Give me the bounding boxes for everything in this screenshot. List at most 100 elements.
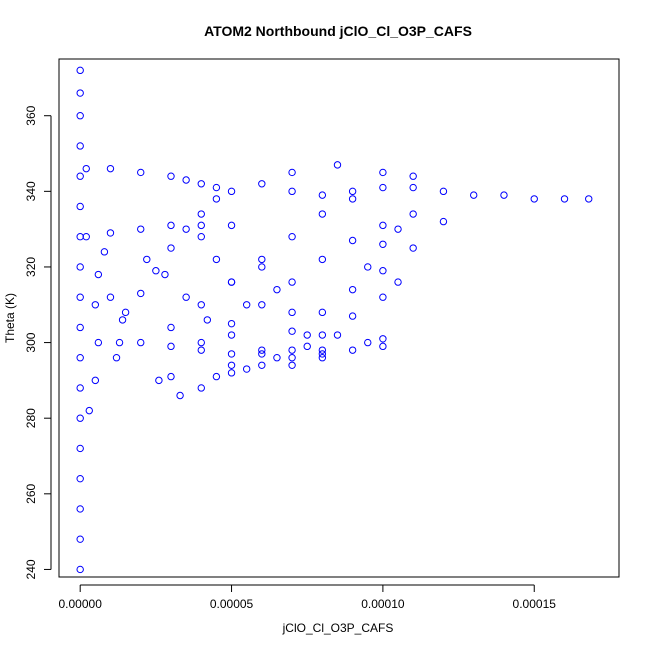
data-point	[258, 361, 266, 369]
data-point	[258, 263, 266, 271]
data-point	[439, 187, 448, 196]
data-point	[182, 293, 190, 301]
data-point	[273, 354, 281, 362]
data-point	[318, 308, 327, 317]
data-point	[303, 342, 311, 351]
data-point	[379, 335, 387, 343]
data-point	[203, 316, 212, 324]
data-point	[227, 278, 236, 286]
data-point	[212, 195, 221, 203]
data-point	[242, 301, 251, 309]
data-point	[167, 372, 175, 381]
data-point	[227, 350, 236, 358]
data-point	[197, 338, 205, 347]
y-axis-label: Theta (K)	[3, 293, 17, 343]
data-point	[76, 66, 84, 75]
data-point	[227, 319, 236, 328]
x-axis-label: jClO_Cl_O3P_CAFS	[282, 621, 394, 635]
data-point	[106, 164, 115, 173]
y-tick-label: 280	[24, 408, 38, 428]
data-point	[318, 350, 327, 358]
data-point	[258, 346, 266, 354]
y-tick-label: 340	[24, 181, 38, 201]
data-point	[348, 285, 357, 294]
data-point	[348, 236, 357, 245]
data-point	[288, 168, 296, 177]
data-point	[76, 112, 84, 120]
y-tick-label: 240	[24, 559, 38, 579]
data-point	[409, 210, 417, 218]
data-point	[318, 354, 327, 362]
data-point	[288, 361, 296, 369]
data-point	[288, 327, 296, 335]
data-point	[227, 221, 236, 230]
data-point	[258, 350, 266, 358]
data-point	[197, 346, 205, 354]
data-point	[409, 172, 417, 180]
data-point	[318, 210, 327, 218]
data-point	[585, 195, 593, 203]
data-point	[212, 183, 221, 192]
data-point	[76, 505, 84, 513]
data-point	[167, 244, 175, 252]
data-point	[197, 301, 205, 309]
data-point	[76, 142, 84, 150]
data-point	[82, 164, 90, 173]
data-point	[85, 406, 93, 415]
data-point	[318, 346, 327, 354]
data-point	[409, 244, 417, 252]
data-point	[76, 293, 84, 301]
data-point	[348, 312, 357, 320]
data-point	[76, 202, 84, 211]
x-axis: 0.00000 0.00005 0.00010 0.00015	[58, 584, 556, 611]
data-point	[227, 187, 236, 196]
data-point	[167, 172, 175, 180]
data-point	[76, 233, 84, 241]
data-point	[112, 354, 121, 362]
data-point	[137, 168, 145, 177]
data-points	[76, 66, 593, 574]
data-point	[91, 301, 100, 309]
data-point	[258, 180, 266, 188]
data-point	[318, 255, 327, 264]
data-point	[227, 369, 236, 377]
data-point	[227, 361, 236, 369]
data-point	[82, 233, 90, 241]
data-point	[197, 210, 205, 218]
data-point	[167, 323, 175, 332]
data-point	[197, 384, 205, 392]
data-point	[161, 270, 169, 279]
data-point	[439, 217, 448, 226]
data-point	[121, 308, 130, 317]
data-point	[91, 376, 100, 385]
y-tick-label: 320	[24, 257, 38, 277]
data-point	[115, 338, 124, 347]
data-point	[470, 191, 478, 199]
data-point	[76, 323, 84, 332]
data-point	[560, 195, 569, 203]
data-point	[348, 187, 357, 196]
data-point	[409, 183, 417, 192]
y-tick-label: 300	[24, 332, 38, 352]
data-point	[155, 376, 163, 385]
data-point	[318, 331, 327, 339]
data-point	[379, 221, 387, 230]
data-point	[227, 331, 236, 339]
data-point	[182, 225, 190, 233]
data-point	[76, 474, 84, 483]
data-point	[197, 180, 205, 188]
data-point	[100, 248, 109, 256]
data-point	[106, 293, 115, 301]
data-point	[318, 191, 327, 199]
data-point	[333, 161, 342, 169]
chart-title: ATOM2 Northbound jClO_Cl_O3P_CAFS	[204, 23, 472, 39]
data-point	[143, 255, 151, 264]
data-point	[288, 354, 296, 362]
data-point	[394, 278, 402, 286]
data-point	[197, 233, 205, 241]
data-point	[303, 331, 311, 339]
data-point	[242, 365, 251, 373]
data-point	[379, 168, 387, 177]
data-point	[379, 267, 387, 275]
data-point	[379, 183, 387, 192]
